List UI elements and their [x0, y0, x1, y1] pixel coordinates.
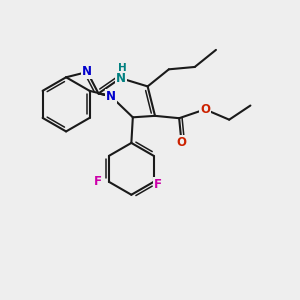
Text: O: O — [200, 103, 210, 116]
Text: F: F — [154, 178, 162, 191]
Text: N: N — [116, 72, 126, 85]
Text: N: N — [82, 65, 92, 79]
Text: N: N — [106, 90, 116, 103]
Text: O: O — [176, 136, 187, 149]
Text: H: H — [118, 63, 126, 73]
Text: F: F — [94, 175, 102, 188]
